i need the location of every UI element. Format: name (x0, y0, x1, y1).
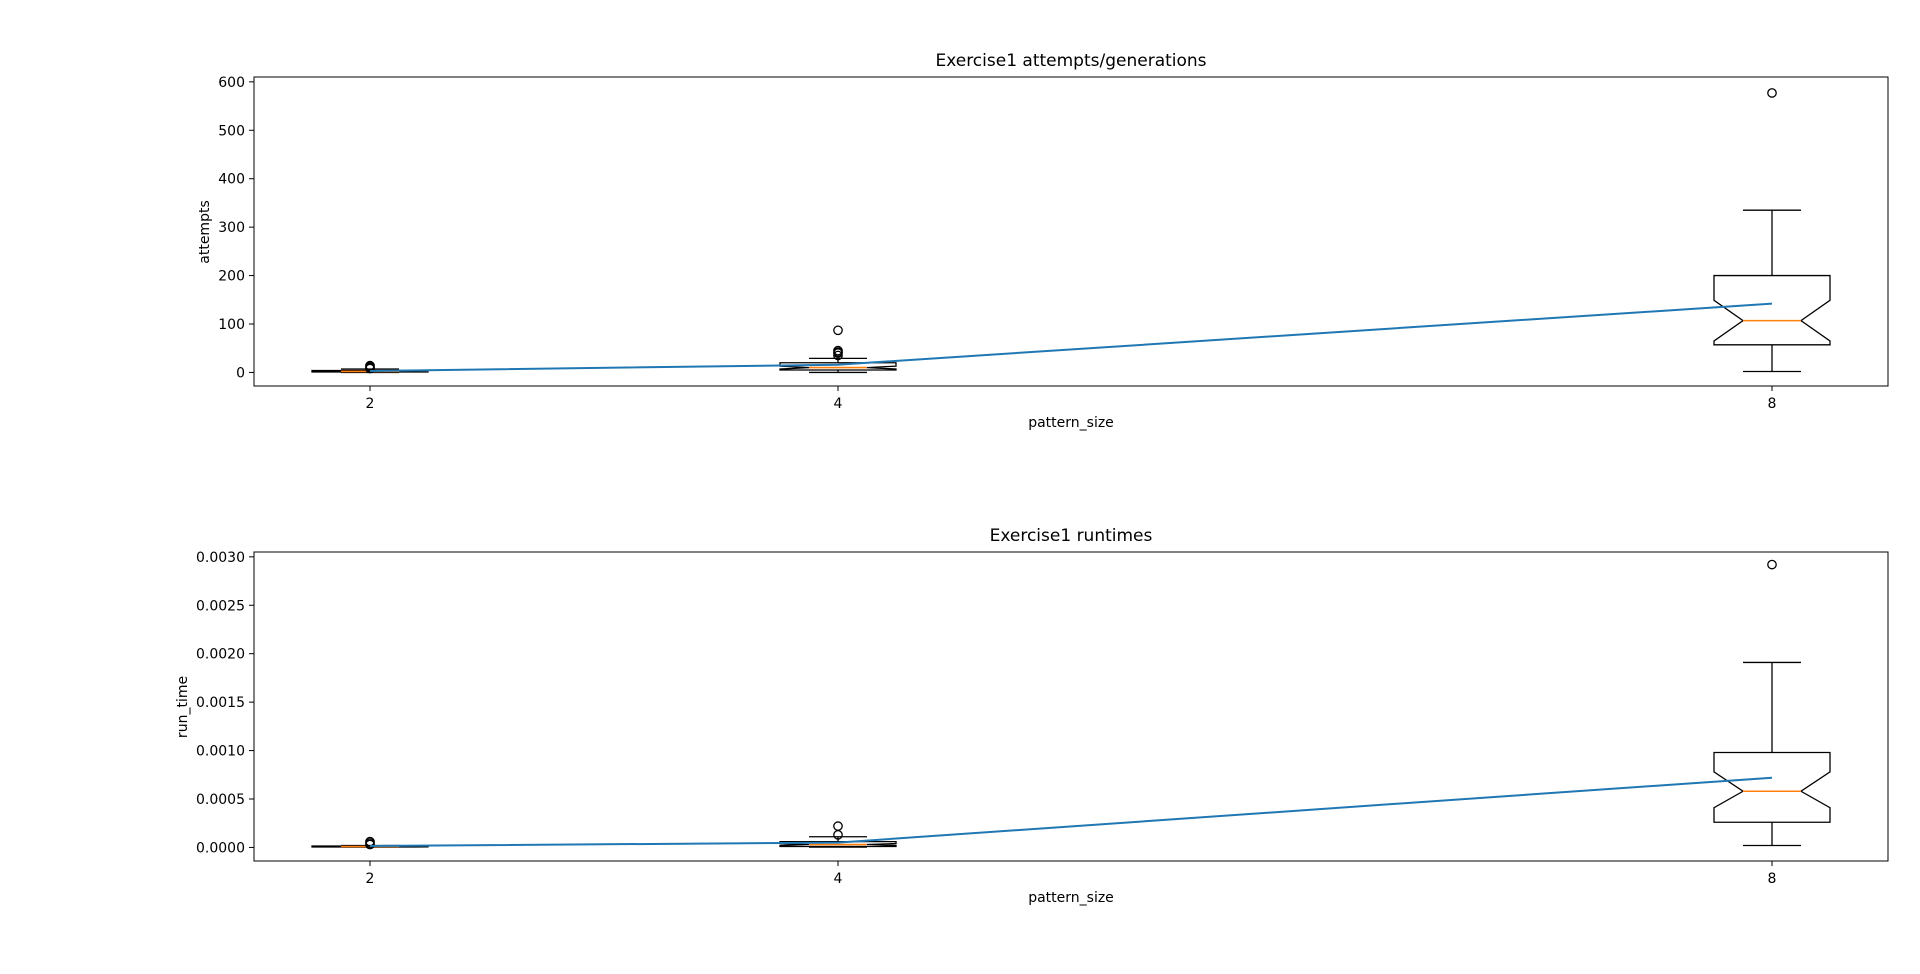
plot-area: 0 100 200 300 400 500 600 2 4 8 (218, 75, 1889, 412)
box-body (1713, 274, 1831, 346)
flier-point (833, 325, 843, 336)
x-tick-label: 4 (834, 396, 843, 412)
y-tick-label: 0.0020 (196, 647, 245, 663)
box-body (1713, 751, 1831, 823)
y-tick-label: 200 (218, 269, 245, 285)
x-tick-label: 2 (366, 871, 375, 887)
y-tick-label: 400 (218, 172, 245, 188)
box-4 (779, 821, 897, 848)
y-tick-label: 300 (218, 220, 245, 236)
y-tick-label: 0.0030 (196, 550, 245, 566)
axes-frame (253, 551, 1889, 862)
x-tick-label: 8 (1768, 871, 1777, 887)
flier-point (1767, 88, 1777, 98)
chart-title: Exercise1 runtimes (990, 526, 1153, 546)
x-tick-label: 8 (1768, 396, 1777, 412)
box-body (779, 362, 897, 371)
y-tick-label: 500 (218, 123, 245, 139)
box-4 (779, 325, 897, 374)
y-tick-label: 100 (218, 317, 245, 333)
y-axis-label: run_time (175, 676, 191, 738)
x-tick-label: 2 (366, 396, 375, 412)
flier-point (365, 360, 375, 371)
subplot-attempts: Exercise1 attempts/generations pattern_s… (197, 51, 1889, 431)
y-tick-label: 0 (236, 365, 245, 381)
box-body (779, 840, 897, 848)
box-8 (1713, 559, 1831, 847)
subplot-runtimes: Exercise1 runtimes pattern_size run_time… (175, 526, 1889, 906)
flier-point (833, 345, 843, 356)
y-tick-label: 600 (218, 75, 245, 91)
y-tick-label: 0.0000 (196, 840, 245, 856)
y-tick-label: 0.0025 (196, 598, 245, 614)
plot-area: 0.0000 0.0005 0.0010 0.0015 0.0020 0.0025 0.00… (196, 550, 1889, 887)
x-axis-label: pattern_size (1028, 890, 1114, 906)
series-line (369, 776, 1773, 847)
box-8 (1713, 88, 1831, 373)
y-tick-label: 0.0015 (196, 695, 245, 711)
chart-title: Exercise1 attempts/generations (935, 51, 1206, 71)
y-tick-label: 0.0010 (196, 744, 245, 760)
series-line (369, 302, 1773, 372)
axes-frame (253, 76, 1889, 387)
x-axis-label: pattern_size (1028, 415, 1114, 431)
y-axis-label: attempts (197, 200, 213, 263)
y-tick-label: 0.0005 (196, 792, 245, 808)
flier-point (833, 821, 843, 831)
flier-point (1767, 559, 1777, 570)
x-tick-label: 4 (834, 871, 843, 887)
